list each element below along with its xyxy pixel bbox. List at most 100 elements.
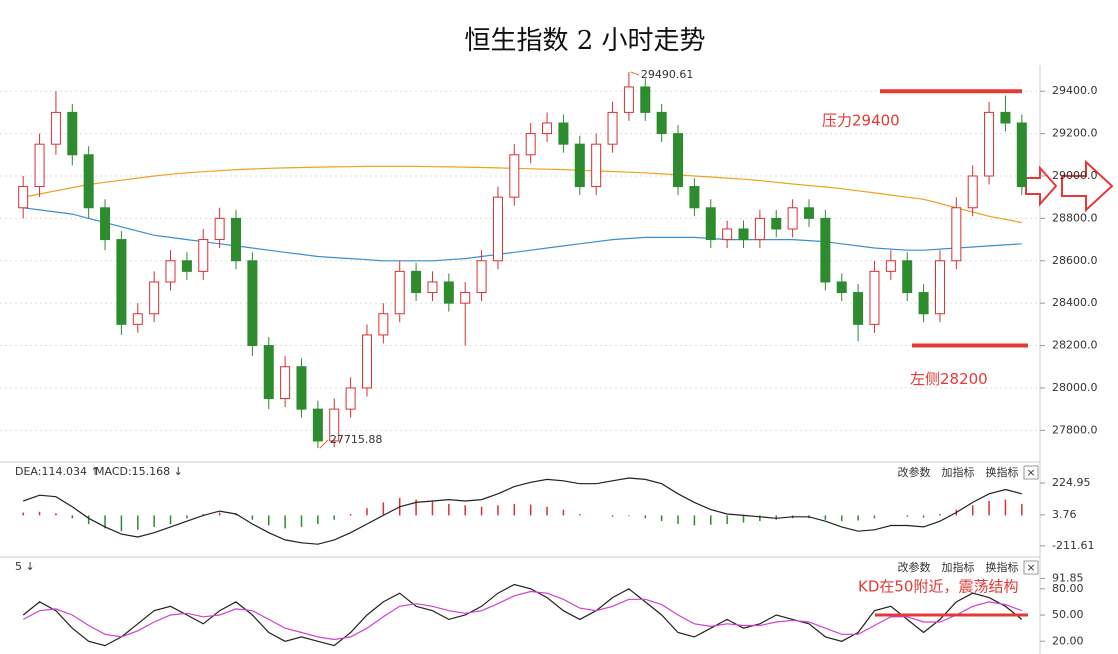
- toolbar-button[interactable]: 改参数: [898, 465, 931, 479]
- candle-body: [132, 313, 143, 325]
- y-tick-label: 28800.0: [1052, 211, 1098, 224]
- candle-body: [214, 217, 225, 241]
- candle-body: [116, 239, 127, 325]
- y-tick-label: 224.95: [1052, 476, 1091, 489]
- candle-body: [542, 122, 553, 135]
- annotation-pointer: [630, 71, 640, 76]
- candle-body: [656, 111, 667, 135]
- toolbar-button[interactable]: 换指标: [986, 560, 1019, 574]
- candle-body: [787, 207, 798, 230]
- y-tick-label: -211.61: [1052, 539, 1094, 552]
- candle-body: [705, 207, 716, 241]
- candle-body: [607, 111, 618, 145]
- y-tick-label: 28400.0: [1052, 296, 1098, 309]
- toolbar-button[interactable]: 改参数: [898, 560, 931, 574]
- y-tick-label: 27800.0: [1052, 423, 1098, 436]
- y-tick-label: 28200.0: [1052, 339, 1098, 352]
- y-tick-label: 91.85: [1052, 571, 1084, 584]
- candle-body: [198, 239, 209, 272]
- candle-body: [263, 345, 274, 400]
- candle-body: [509, 154, 520, 198]
- indicator-line: [23, 207, 1022, 262]
- level-label: KD在50附近，震荡结构: [858, 578, 1018, 596]
- candle-body: [885, 260, 896, 272]
- toolbar-button[interactable]: 换指标: [986, 465, 1019, 479]
- candle-body: [738, 228, 749, 241]
- candle-body: [803, 207, 814, 219]
- candle-body: [1016, 122, 1027, 188]
- candle-body: [673, 133, 684, 188]
- candle-body: [623, 86, 634, 113]
- y-tick-label: 80.00: [1052, 582, 1084, 595]
- annotation-label: 29490.61: [641, 68, 694, 81]
- candle-body: [411, 270, 422, 294]
- candle-body: [50, 111, 61, 145]
- y-tick-label: 3.76: [1052, 508, 1077, 521]
- close-button[interactable]: ×: [1026, 466, 1035, 479]
- y-tick-label: 29200.0: [1052, 127, 1098, 140]
- candle-body: [754, 217, 765, 241]
- candle-body: [361, 334, 372, 389]
- candle-body: [443, 281, 454, 304]
- candle-body: [83, 154, 94, 209]
- candle-body: [312, 408, 323, 442]
- candle-body: [231, 217, 242, 262]
- candle-body: [18, 186, 29, 209]
- candle-body: [345, 387, 356, 410]
- candle-body: [951, 207, 962, 262]
- level-label: 左侧28200: [910, 370, 988, 388]
- candle-body: [967, 175, 978, 209]
- close-button[interactable]: ×: [1026, 561, 1035, 574]
- indicator-line: [23, 165, 1022, 224]
- y-tick-label: 28000.0: [1052, 381, 1098, 394]
- candle-body: [984, 111, 995, 177]
- y-tick-label: 28600.0: [1052, 254, 1098, 267]
- candle-body: [771, 217, 782, 230]
- candle-body: [378, 313, 389, 336]
- candle-body: [476, 260, 487, 294]
- y-tick-label: 29400.0: [1052, 84, 1098, 97]
- toolbar-button[interactable]: 加指标: [942, 560, 975, 574]
- chart-title: 恒生指数 2 小时走势: [464, 26, 705, 56]
- candle-body: [280, 366, 291, 400]
- candle-body: [67, 111, 78, 156]
- annotation-pointer: [319, 439, 329, 449]
- candle-body: [492, 196, 503, 262]
- candle-body: [296, 366, 307, 410]
- candle-body: [869, 270, 880, 325]
- candle-body: [427, 281, 438, 294]
- candle-body: [918, 292, 929, 315]
- candle-body: [934, 260, 945, 315]
- y-tick-label: 29000.0: [1052, 169, 1098, 182]
- close-button-box: [1023, 465, 1039, 480]
- candle-body: [591, 143, 602, 188]
- candle-body: [460, 292, 471, 304]
- legend-entry: MACD:15.168 ↓: [95, 465, 183, 478]
- candle-body: [836, 281, 847, 294]
- toolbar-button[interactable]: 加指标: [942, 465, 975, 479]
- y-tick-label: 20.00: [1052, 634, 1084, 647]
- annotation-label: 27715.88: [330, 433, 383, 446]
- y-tick-label: 50.00: [1052, 608, 1084, 621]
- candle-body: [181, 260, 192, 272]
- candle-body: [722, 228, 733, 241]
- candle-body: [100, 207, 111, 241]
- arrow-icon: [1061, 159, 1114, 213]
- candle-body: [902, 260, 913, 294]
- candle-body: [247, 260, 258, 347]
- candle-body: [329, 408, 340, 442]
- candle-body: [853, 292, 864, 325]
- candle-body: [1000, 111, 1011, 124]
- candle-body: [640, 86, 651, 113]
- candle-body: [525, 133, 536, 156]
- candle-body: [574, 143, 585, 188]
- legend-entry: DEA:114.034 ↑: [15, 465, 100, 478]
- candle-body: [820, 217, 831, 283]
- candle-body: [394, 270, 405, 315]
- indicator-line: [22, 477, 1022, 545]
- candle-body: [165, 260, 176, 283]
- legend-entry: 5 ↓: [15, 560, 35, 573]
- candle-body: [558, 122, 569, 145]
- indicator-line: [22, 590, 1023, 641]
